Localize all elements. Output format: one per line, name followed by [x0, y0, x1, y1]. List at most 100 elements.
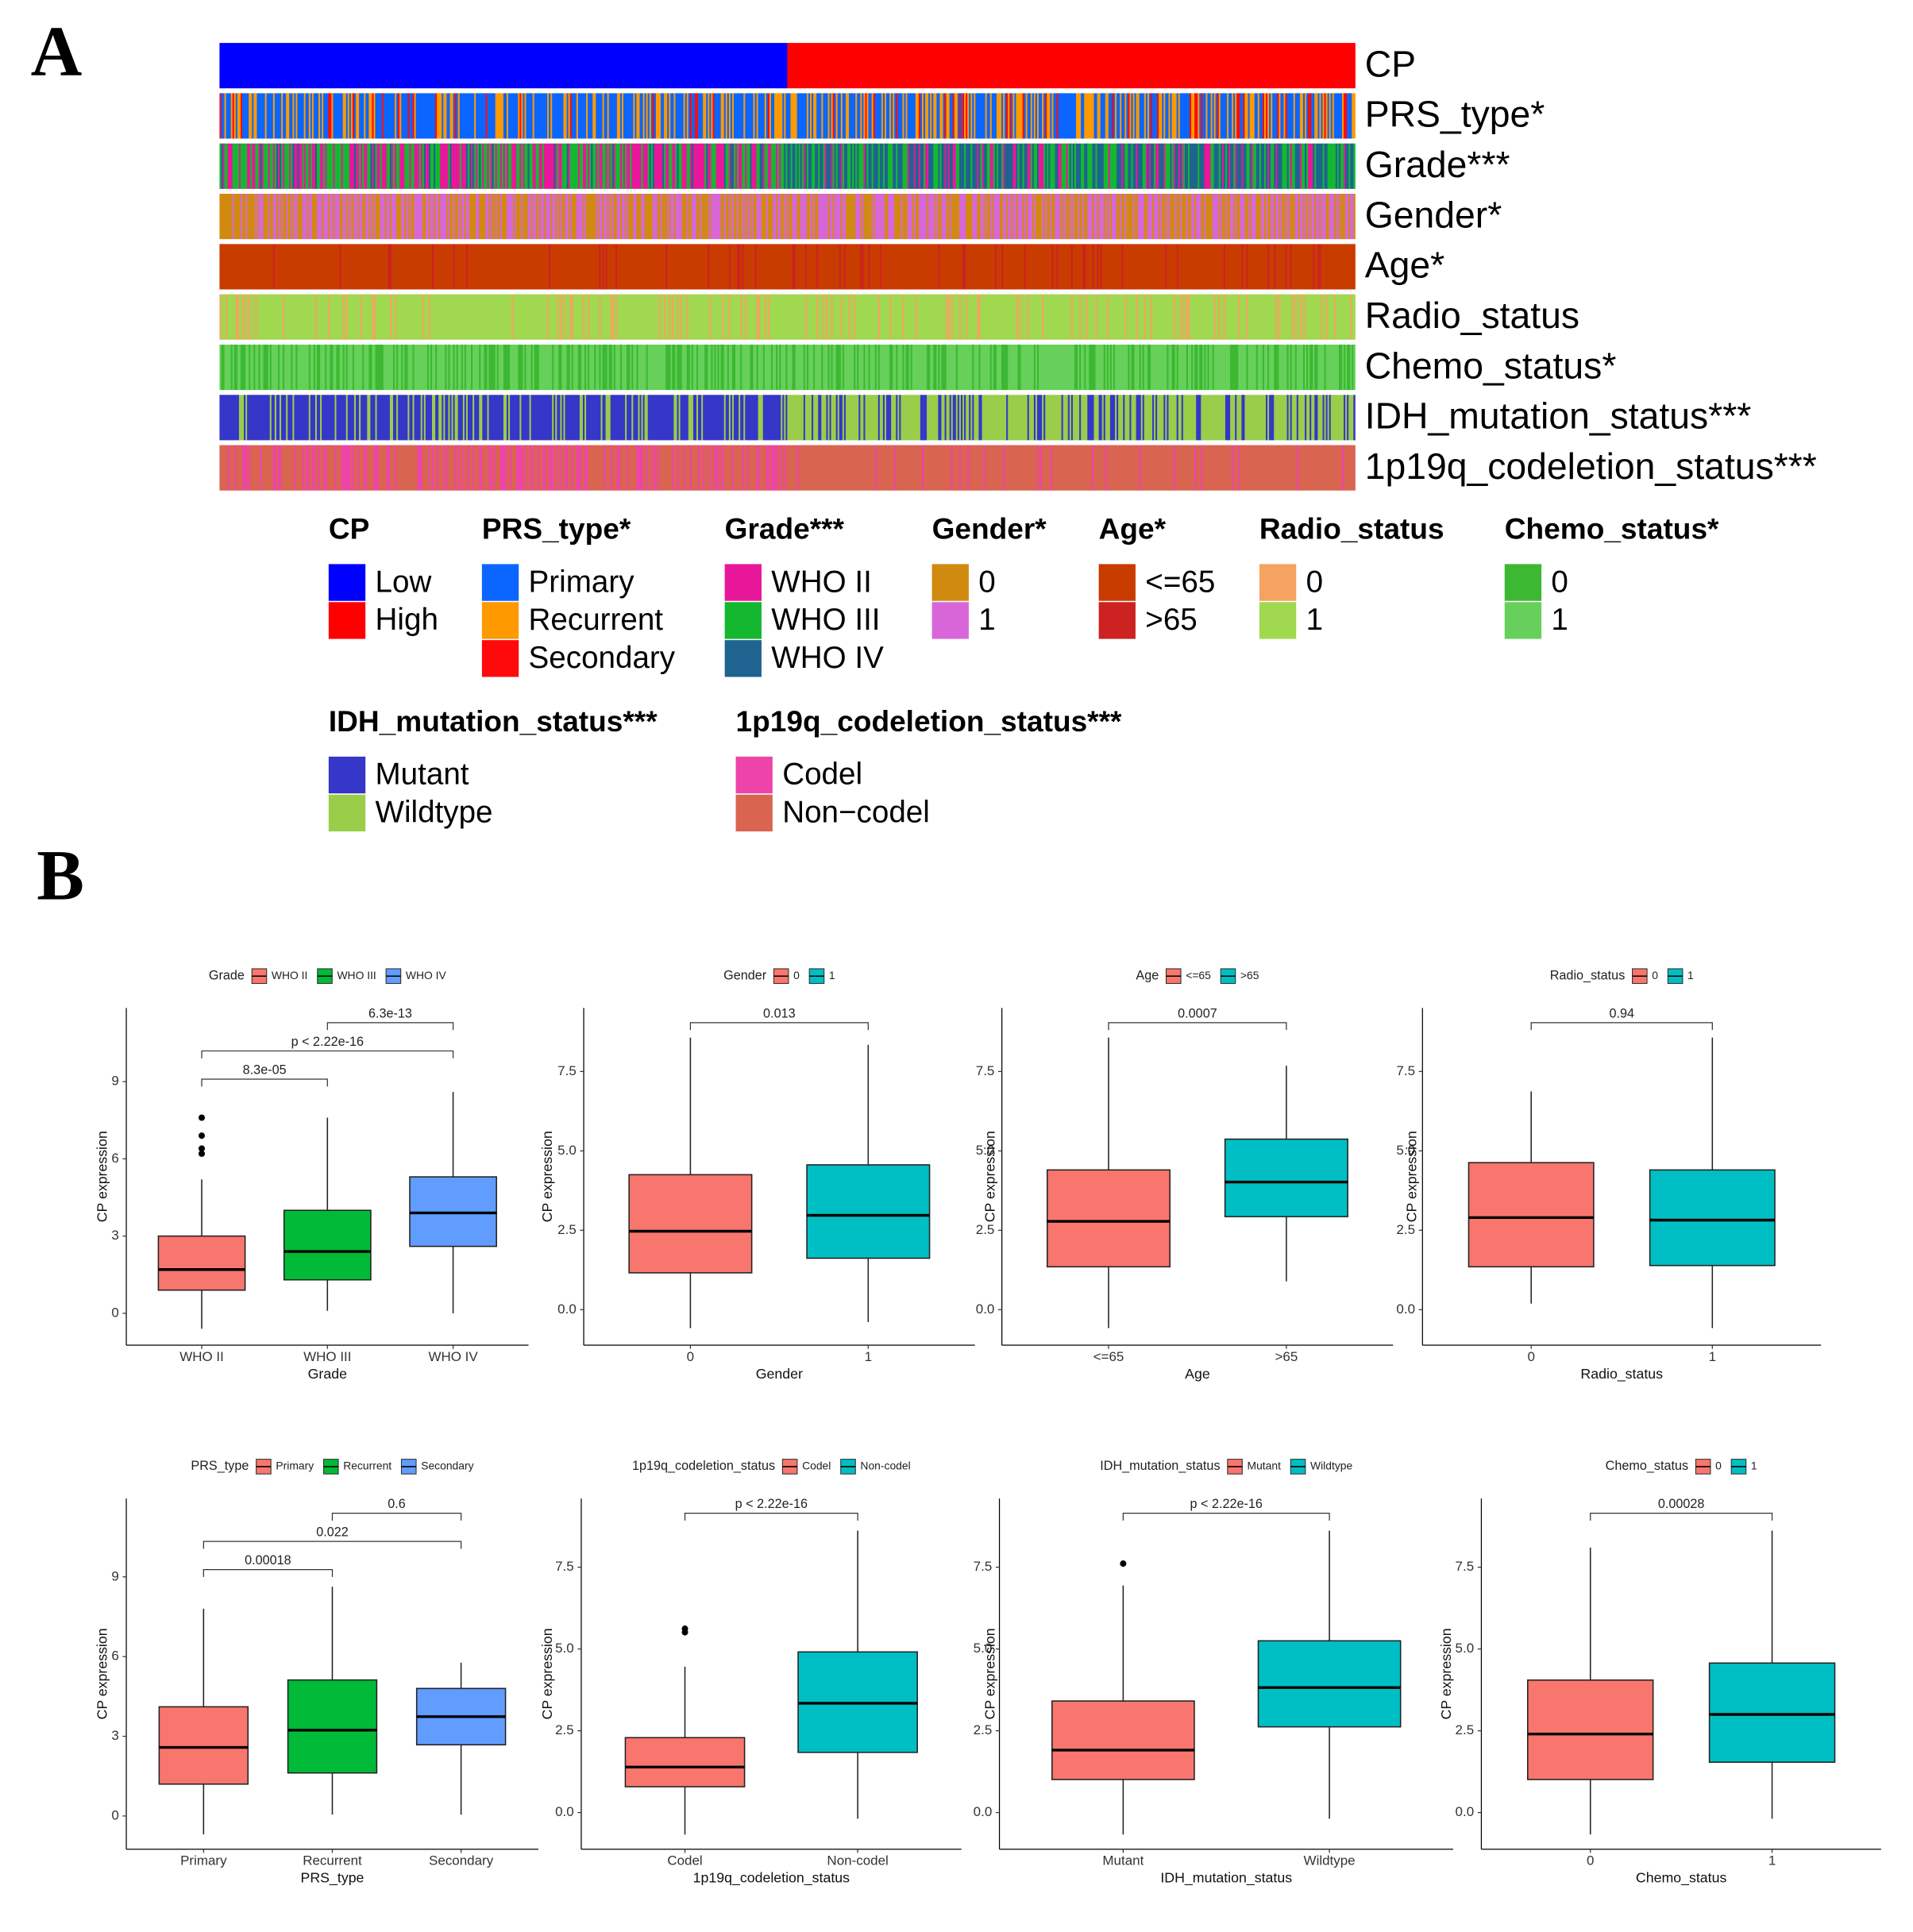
annotation-cell	[1344, 344, 1346, 391]
x-tick-label: Codel	[667, 1853, 702, 1868]
annotation-cell	[1329, 194, 1335, 240]
panel-label: B	[37, 836, 84, 915]
annotation-cell	[1152, 194, 1155, 240]
annotation-cell	[389, 294, 392, 340]
annotation-cell	[743, 194, 746, 240]
annotation-cell	[996, 344, 1002, 391]
annotation-cell	[297, 194, 303, 240]
annotation-cell	[865, 143, 867, 189]
annotation-cell	[583, 395, 585, 441]
annotation-cell	[583, 294, 585, 340]
annotation-cell	[1152, 93, 1158, 139]
annotation-cell	[1232, 445, 1234, 491]
annotation-cell	[459, 143, 462, 189]
annotation-cell	[647, 143, 650, 189]
annotation-cell	[889, 93, 892, 139]
annotation-cell	[1170, 143, 1173, 189]
annotation-cell	[701, 194, 708, 240]
annotation-cell	[462, 445, 465, 491]
annotation-cell	[538, 194, 542, 240]
annotation-cell	[238, 143, 241, 189]
annotation-cell	[1045, 194, 1047, 240]
annotation-cell	[842, 395, 845, 441]
annotation-cell	[1070, 395, 1074, 441]
annotation-cell	[759, 143, 764, 189]
annotation-cell	[1066, 194, 1070, 240]
annotation-cell	[1027, 143, 1032, 189]
annotation-cell	[939, 93, 943, 139]
annotation-cell	[490, 143, 493, 189]
annotation-cell	[263, 194, 269, 240]
annotation-cell	[746, 445, 749, 491]
annotation-cell	[758, 395, 764, 441]
annotation-cell	[936, 194, 939, 240]
annotation-cell	[442, 395, 444, 441]
annotation-cell	[616, 445, 621, 491]
annotation-cell	[349, 194, 352, 240]
annotation-cell	[723, 93, 727, 139]
annotation-cell	[1348, 143, 1351, 189]
annotation-cell	[843, 244, 847, 290]
annotation-cell	[527, 143, 530, 189]
annotation-cell	[1103, 395, 1106, 441]
annotation-cell	[804, 395, 812, 441]
x-tick-label: Mutant	[1102, 1853, 1144, 1868]
annotation-cell	[406, 194, 408, 240]
annotation-cell	[1167, 395, 1169, 441]
annotation-cell	[594, 344, 596, 391]
annotation-cell	[827, 344, 830, 391]
annotation-cell	[472, 344, 480, 391]
annotation-cell	[1150, 344, 1167, 391]
annotation-cell	[286, 395, 288, 441]
annotation-cell	[1291, 395, 1298, 441]
annotation-cell	[852, 143, 854, 189]
annotation-cell	[1255, 344, 1259, 391]
annotation-cell	[862, 93, 864, 139]
annotation-cell	[936, 344, 939, 391]
annotation-cell	[367, 143, 371, 189]
annotation-cell	[1056, 93, 1059, 139]
annotation-cell	[709, 244, 730, 290]
annotation-cell	[291, 143, 293, 189]
annotation-cell	[686, 194, 689, 240]
annotation-cell	[1124, 143, 1128, 189]
annotation-cell	[646, 445, 649, 491]
annotation-cell	[646, 344, 649, 391]
annotation-cell	[923, 143, 926, 189]
annotation-cell	[832, 93, 835, 139]
annotation-cell	[669, 294, 671, 340]
annotation-cell	[1072, 244, 1083, 290]
annotation-cell	[809, 93, 812, 139]
x-axis-label: PRS_type	[301, 1869, 364, 1886]
annotation-cell	[649, 93, 652, 139]
box	[158, 1706, 249, 1785]
annotation-cell	[776, 143, 778, 189]
annotation-cell	[488, 395, 504, 441]
annotation-cell	[1033, 344, 1036, 391]
annotation-cell	[364, 93, 366, 139]
annotation-cell	[1074, 194, 1078, 240]
annotation-cell	[709, 294, 712, 340]
annotation-cell	[579, 143, 584, 189]
annotation-cell	[391, 194, 397, 240]
annotation-cell	[611, 143, 615, 189]
annotation-cell	[1012, 93, 1015, 139]
annotation-cell	[1139, 93, 1145, 139]
annotation-cell	[739, 143, 742, 189]
annotation-cell	[1024, 93, 1027, 139]
annotation-cell	[1137, 294, 1145, 340]
annotation-cell	[1196, 194, 1201, 240]
annotation-cell	[941, 143, 946, 189]
annotation-cell	[1240, 445, 1298, 491]
annotation-cell	[1103, 143, 1109, 189]
annotation-track	[219, 194, 1356, 240]
legend-swatch	[328, 794, 366, 832]
annotation-cell	[334, 445, 337, 491]
annotation-cell	[1084, 194, 1088, 240]
annotation-cell	[443, 395, 445, 441]
annotation-cell	[688, 395, 694, 441]
annotation-cell	[611, 445, 618, 491]
box	[624, 1737, 746, 1787]
annotation-cell	[353, 143, 357, 189]
annotation-cell	[742, 244, 744, 290]
